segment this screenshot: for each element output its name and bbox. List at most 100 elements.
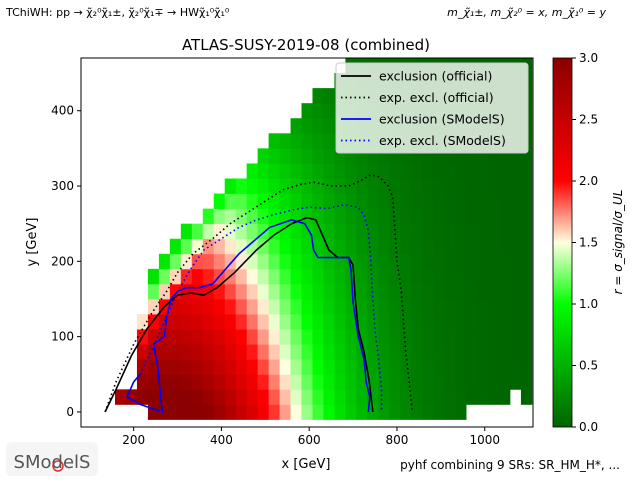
heatmap-cell	[422, 404, 434, 420]
heatmap-cell	[509, 314, 522, 330]
heatmap-cell	[191, 238, 204, 255]
heatmap-cell	[356, 253, 368, 270]
heatmap-cell	[257, 208, 270, 225]
heatmap-cell	[147, 314, 160, 330]
heatmap-cell	[279, 193, 291, 210]
heatmap-cell	[158, 359, 171, 375]
heatmap-cell	[345, 238, 357, 255]
heatmap-cell	[246, 404, 259, 420]
heatmap-cell	[246, 208, 259, 225]
heatmap-cell	[334, 359, 346, 375]
heatmap-cell	[520, 223, 533, 240]
heatmap-cell	[444, 253, 456, 270]
y-axis-label: y [GeV]	[25, 218, 40, 267]
y-tick-label: 400	[51, 104, 74, 118]
heatmap-cell	[235, 314, 248, 330]
heatmap-cell	[301, 374, 313, 390]
heatmap-cell	[147, 404, 160, 420]
heatmap-cell	[158, 268, 171, 285]
heatmap-cell	[477, 268, 489, 285]
heatmap-cell	[268, 238, 280, 255]
heatmap-cell	[498, 238, 511, 255]
heatmap-cell	[367, 148, 379, 164]
heatmap-cell	[433, 148, 445, 164]
heatmap-cell	[345, 344, 357, 360]
heatmap-cell	[455, 283, 467, 300]
heatmap-cell	[356, 238, 368, 255]
heatmap-cell	[312, 359, 324, 375]
heatmap-cell	[334, 374, 346, 390]
heatmap-cell	[520, 374, 533, 390]
legend-label: exp. excl. (SModelS)	[379, 133, 506, 148]
heatmap-cell	[498, 208, 511, 225]
heatmap-cell	[136, 374, 149, 390]
heatmap-cell	[455, 238, 467, 255]
heatmap-cell	[389, 329, 401, 345]
heatmap-cell	[268, 329, 280, 345]
heatmap-cell	[158, 374, 171, 390]
heatmap-cell	[224, 178, 237, 194]
heatmap-cell	[323, 404, 335, 420]
heatmap-cell	[169, 329, 182, 345]
y-tick-label: 300	[51, 179, 74, 193]
heatmap-cell	[356, 178, 368, 194]
heatmap-cell	[444, 329, 456, 345]
heatmap-cell	[411, 148, 423, 164]
heatmap-cell	[224, 314, 237, 330]
heatmap-cell	[115, 389, 127, 405]
heatmap-cell	[444, 163, 456, 179]
heatmap-cell	[136, 314, 149, 330]
heatmap-cell	[334, 298, 346, 315]
heatmap-cell	[477, 298, 489, 315]
heatmap-cell	[400, 193, 412, 210]
heatmap-cell	[488, 298, 500, 315]
heatmap-cell	[356, 268, 368, 285]
heatmap-cell	[466, 208, 478, 225]
heatmap-cell	[345, 359, 357, 375]
heatmap-cell	[389, 298, 401, 315]
heatmap-cell	[279, 359, 291, 375]
heatmap-cell	[224, 404, 237, 420]
heatmap-cell	[268, 133, 280, 149]
heatmap-cell	[301, 329, 313, 345]
heatmap-cell	[411, 238, 423, 255]
heatmap-cell	[520, 314, 533, 330]
heatmap-cell	[279, 223, 291, 240]
heatmap-cell	[290, 329, 302, 345]
contour-curves	[104, 173, 414, 414]
heatmap-cell	[312, 329, 324, 345]
heatmap-cell	[268, 404, 280, 420]
heatmap-cell	[169, 314, 182, 330]
y-tick-label: 100	[51, 330, 74, 344]
heatmap-cell	[158, 389, 171, 405]
heatmap-cell	[444, 389, 456, 405]
heatmap-cell	[147, 268, 160, 285]
heatmap-cell	[323, 374, 335, 390]
heatmap-cell	[488, 223, 500, 240]
heatmap-cell	[257, 178, 270, 194]
heatmap-cell	[498, 148, 511, 164]
heatmap-cell	[400, 208, 412, 225]
heatmap-cell	[356, 223, 368, 240]
legend-label: exclusion (SModelS)	[379, 112, 505, 127]
heatmap-cell	[246, 178, 259, 194]
heatmap-cell	[147, 283, 160, 300]
heatmap-cell	[477, 344, 489, 360]
heatmap-cell	[378, 344, 390, 360]
heatmap-cell	[422, 389, 434, 405]
heatmap-cell	[466, 268, 478, 285]
heatmap-cell	[301, 163, 313, 179]
heatmap-cell	[520, 163, 533, 179]
heatmap-cell	[444, 344, 456, 360]
heatmap-cell	[180, 374, 193, 390]
logo-text: SModelS	[14, 452, 91, 473]
heatmap-cell	[158, 344, 171, 360]
heatmap-cell	[378, 268, 390, 285]
heatmap-cell	[180, 298, 193, 315]
heatmap-cell	[312, 344, 324, 360]
heatmap-cell	[268, 163, 280, 179]
heatmap-cell	[433, 404, 445, 420]
heatmap-cell	[158, 253, 171, 270]
heatmap-cell	[246, 329, 259, 345]
heatmap-cell	[422, 314, 434, 330]
